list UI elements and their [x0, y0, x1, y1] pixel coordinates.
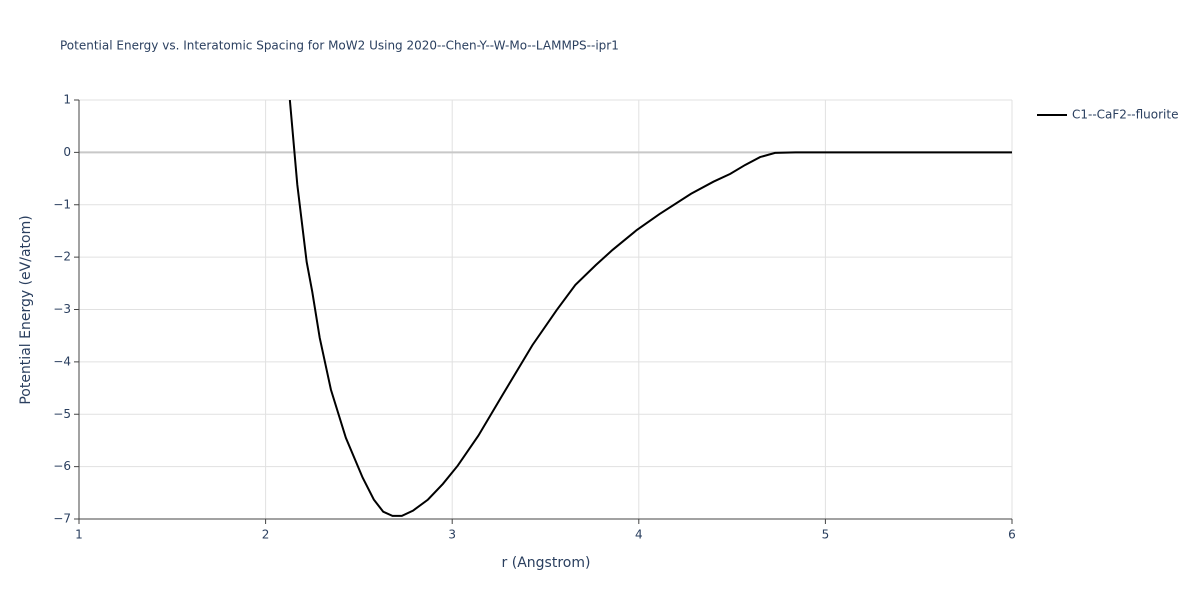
y-tick-label: 1 — [63, 93, 71, 107]
x-tick-label: 1 — [75, 528, 83, 542]
legend-label: C1--CaF2--fluorite — [1072, 108, 1178, 122]
x-tick-label: 2 — [262, 528, 270, 542]
x-tick-label: 5 — [822, 528, 830, 542]
chart-title: Potential Energy vs. Interatomic Spacing… — [60, 39, 619, 53]
y-tick-label: −6 — [53, 459, 71, 473]
y-tick-label: −2 — [53, 250, 71, 264]
y-tick-label: −3 — [53, 302, 71, 316]
x-axis-title: r (Angstrom) — [502, 555, 591, 571]
y-tick-label: −1 — [53, 197, 71, 211]
x-tick-label: 4 — [635, 528, 643, 542]
y-axis-title: Potential Energy (eV/atom) — [18, 215, 34, 404]
y-tick-label: −4 — [53, 354, 71, 368]
x-tick-label: 3 — [448, 528, 456, 542]
line-series — [288, 100, 1012, 517]
x-tick-label: 6 — [1008, 528, 1016, 542]
y-tick-label: 0 — [63, 145, 71, 159]
y-tick-label: −5 — [53, 407, 71, 421]
y-tick-label: −7 — [53, 512, 71, 526]
